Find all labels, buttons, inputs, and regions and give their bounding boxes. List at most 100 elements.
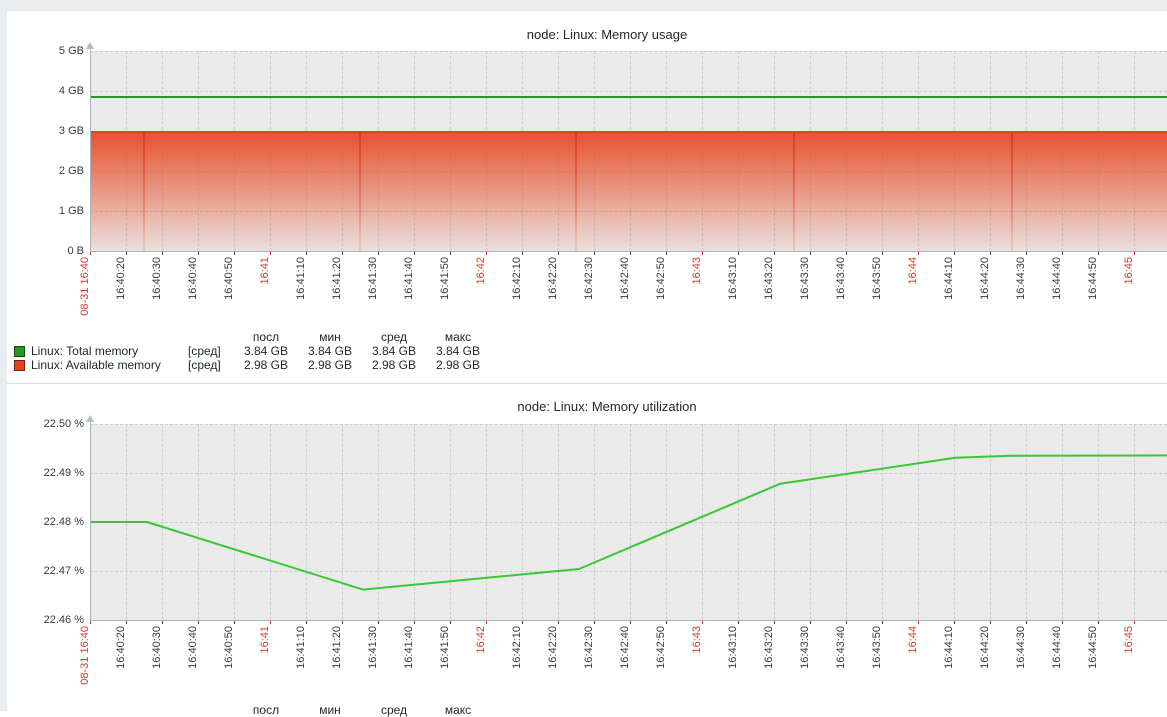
grid-line: [234, 424, 235, 620]
x-tick-label: 16:40:30: [151, 257, 163, 300]
grid-line: [1062, 424, 1063, 620]
x-tick-label: 16:42: [475, 626, 487, 654]
x-tick-label: 16:43:50: [871, 626, 883, 669]
legend-column-header: макс: [444, 702, 472, 717]
y-tick-label: 2 GB: [58, 165, 84, 177]
x-tick-label: 16:42:40: [619, 626, 631, 669]
grid-line: [342, 424, 343, 620]
legend-series-row: Linux: Available memory [сред] 2.98 GB 2.98…: [14, 358, 490, 372]
grid-line: [90, 424, 1167, 425]
x-tick-label: 16:43: [691, 626, 703, 654]
legend-header-row: посл мин сред макс: [14, 703, 490, 717]
x-tick-mark: [666, 620, 667, 624]
y-tick-label: 22.50 %: [43, 418, 84, 430]
x-tick-label: 16:41:20: [331, 626, 343, 669]
x-tick-label: 16:41:10: [295, 626, 307, 669]
legend-column-header: посл: [252, 329, 280, 344]
grid-line: [810, 424, 811, 620]
top-bar: [0, 0, 1167, 11]
grid-line: [522, 424, 523, 620]
x-tick-label: 16:44:20: [979, 257, 991, 300]
grid-line: [630, 424, 631, 620]
x-tick-mark: [702, 620, 703, 624]
grid-line: [90, 51, 1167, 52]
grid-line: [162, 424, 163, 620]
x-tick-label: 16:41:50: [439, 257, 451, 300]
grid-line: [270, 424, 271, 620]
x-tick-label: 16:44:10: [943, 257, 955, 300]
x-tick-mark: [990, 620, 991, 624]
x-tick-label: 16:41: [259, 626, 271, 654]
legend-stat-value: 2.98 GB: [243, 357, 289, 372]
x-tick-mark: [198, 251, 199, 255]
x-tick-label: 16:41:30: [367, 626, 379, 669]
legend-column-header: мин: [319, 329, 341, 344]
x-tick-label: 08-31 16:40: [79, 626, 91, 685]
x-tick-mark: [954, 251, 955, 255]
x-tick-mark: [1026, 620, 1027, 624]
x-tick-mark: [1062, 251, 1063, 255]
x-tick-mark: [774, 620, 775, 624]
x-tick-label: 16:41:30: [367, 257, 379, 300]
sample-boundary-line: [143, 133, 145, 251]
x-tick-label: 16:41:40: [403, 257, 415, 300]
x-tick-label: 16:42:50: [655, 257, 667, 300]
x-tick-mark: [990, 251, 991, 255]
x-tick-mark: [1026, 251, 1027, 255]
x-tick-label: 16:40:40: [187, 626, 199, 669]
grid-line: [1098, 424, 1099, 620]
x-tick-mark: [162, 620, 163, 624]
x-tick-label: 16:41:10: [295, 257, 307, 300]
y-tick-label: 22.49 %: [43, 467, 84, 479]
grid-line: [90, 91, 1167, 92]
y-tick-label: 3 GB: [58, 125, 84, 137]
x-tick-label: 16:42:50: [655, 626, 667, 669]
y-axis-line: [90, 48, 91, 251]
legend-stat-value: 2.98 GB: [371, 357, 417, 372]
grid-line: [774, 424, 775, 620]
legend-column-header: мин: [319, 702, 341, 717]
x-tick-label: 16:44: [907, 257, 919, 285]
x-tick-label: 16:40:20: [115, 257, 127, 300]
y-tick-label: 22.47 %: [43, 565, 84, 577]
grid-line: [738, 424, 739, 620]
grid-line: [846, 424, 847, 620]
legend-stat-value: 2.98 GB: [307, 357, 353, 372]
x-tick-label: 16:43:40: [835, 257, 847, 300]
grid-line: [882, 424, 883, 620]
x-tick-label: 16:42:40: [619, 257, 631, 300]
x-tick-label: 16:44:40: [1051, 257, 1063, 300]
x-tick-mark: [378, 620, 379, 624]
dashboard-panel: node: Linux: Memory usage node: Linux: M…: [7, 11, 1167, 716]
x-tick-mark: [270, 620, 271, 624]
x-tick-label: 16:40:50: [223, 257, 235, 300]
x-tick-mark: [846, 251, 847, 255]
legend-stat-value: 3.84 GB: [307, 343, 353, 358]
y-axis-arrow-icon: [86, 42, 94, 49]
grid-line: [990, 424, 991, 620]
x-tick-label: 16:42:20: [547, 257, 559, 300]
legend-function-label: [сред]: [188, 343, 221, 358]
grid-line: [198, 424, 199, 620]
x-axis-line: [90, 251, 1167, 252]
legend-stat-value: 3.84 GB: [435, 343, 481, 358]
legend-series-name: Linux: Available memory: [31, 358, 161, 372]
x-tick-label: 16:44: [907, 626, 919, 654]
x-tick-label: 16:43:10: [727, 257, 739, 300]
grid-line: [450, 424, 451, 620]
x-tick-label: 16:44:50: [1087, 626, 1099, 669]
x-tick-mark: [126, 251, 127, 255]
x-tick-mark: [90, 251, 91, 255]
sample-boundary-line: [793, 133, 795, 251]
x-tick-label: 16:42:30: [583, 257, 595, 300]
legend-swatch: [14, 359, 25, 371]
x-tick-label: 16:43:30: [799, 257, 811, 300]
grid-line: [486, 424, 487, 620]
grid-line: [558, 424, 559, 620]
x-tick-mark: [450, 251, 451, 255]
x-tick-label: 16:43:40: [835, 626, 847, 669]
grid-line: [1026, 424, 1027, 620]
x-tick-mark: [450, 620, 451, 624]
x-tick-label: 16:43:20: [763, 257, 775, 300]
x-tick-label: 08-31 16:40: [79, 257, 91, 316]
